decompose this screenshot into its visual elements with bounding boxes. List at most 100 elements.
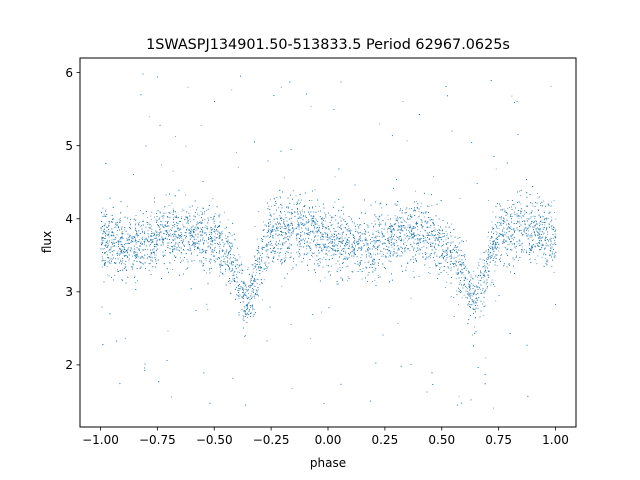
data-point xyxy=(235,265,236,267)
data-point xyxy=(409,213,411,215)
data-point xyxy=(346,256,348,258)
data-point xyxy=(345,258,347,260)
data-point xyxy=(102,238,104,239)
data-point xyxy=(268,205,270,207)
data-point xyxy=(494,246,496,247)
data-point xyxy=(298,225,300,226)
data-point xyxy=(322,221,324,223)
data-point xyxy=(492,407,494,409)
data-point xyxy=(358,242,360,244)
data-point xyxy=(361,240,363,242)
data-point xyxy=(533,226,535,228)
data-point xyxy=(508,244,510,245)
data-point xyxy=(250,307,252,308)
data-point xyxy=(482,288,484,290)
data-point xyxy=(123,229,125,231)
data-point xyxy=(486,272,487,273)
data-point xyxy=(172,170,174,172)
data-point xyxy=(117,230,119,231)
data-point xyxy=(519,190,520,192)
data-point xyxy=(183,210,185,211)
data-point xyxy=(300,223,302,225)
data-point xyxy=(272,256,274,258)
data-point xyxy=(404,221,406,222)
data-point xyxy=(244,288,246,290)
data-point xyxy=(544,257,546,259)
data-point xyxy=(458,249,459,251)
data-point xyxy=(318,265,320,267)
data-point xyxy=(345,244,347,246)
data-point xyxy=(387,238,389,239)
data-point xyxy=(490,254,492,256)
data-point xyxy=(257,257,259,259)
data-point xyxy=(374,240,375,242)
data-point xyxy=(391,236,393,237)
data-point xyxy=(502,231,504,232)
data-point xyxy=(223,211,225,213)
data-point xyxy=(136,242,138,244)
data-point xyxy=(524,210,526,211)
data-point xyxy=(489,240,491,241)
data-point xyxy=(193,260,195,261)
data-point xyxy=(128,258,130,260)
data-point xyxy=(485,357,487,359)
data-point xyxy=(119,217,121,219)
data-point xyxy=(416,221,418,223)
data-point xyxy=(240,286,242,288)
data-point xyxy=(467,291,469,293)
data-point xyxy=(101,239,103,241)
data-point xyxy=(241,264,243,265)
data-point xyxy=(545,237,547,238)
data-point xyxy=(133,260,135,262)
data-point xyxy=(247,267,249,269)
data-point xyxy=(219,275,221,277)
data-point xyxy=(266,266,267,268)
data-point xyxy=(130,250,132,252)
data-point xyxy=(289,236,291,238)
data-point xyxy=(536,227,538,229)
data-point xyxy=(514,237,515,239)
data-point xyxy=(369,248,370,250)
data-point xyxy=(112,218,114,219)
data-point xyxy=(410,297,412,299)
data-point xyxy=(396,235,398,237)
data-point xyxy=(483,264,485,266)
data-point xyxy=(263,221,265,223)
data-point xyxy=(519,222,521,224)
data-point xyxy=(305,227,307,229)
data-point xyxy=(239,269,241,271)
data-point xyxy=(179,229,181,230)
data-point xyxy=(206,272,207,274)
data-point xyxy=(181,216,183,218)
data-point xyxy=(321,236,323,238)
data-point xyxy=(329,230,331,232)
data-point xyxy=(102,259,104,261)
data-point xyxy=(367,226,369,228)
data-point xyxy=(175,234,177,236)
data-point xyxy=(135,282,136,284)
data-point xyxy=(407,226,409,228)
data-point xyxy=(496,232,498,234)
data-point xyxy=(401,240,403,242)
data-point xyxy=(171,202,173,204)
data-point xyxy=(111,239,113,241)
data-point xyxy=(190,228,192,230)
data-point xyxy=(173,217,174,219)
data-point xyxy=(303,232,305,234)
data-point xyxy=(424,259,426,260)
data-point xyxy=(200,231,201,232)
data-point xyxy=(188,220,189,221)
data-point xyxy=(156,241,157,243)
data-point xyxy=(132,255,134,257)
data-point xyxy=(223,250,224,252)
data-point xyxy=(511,206,512,208)
data-point xyxy=(381,236,383,238)
data-point xyxy=(541,257,543,258)
data-point xyxy=(495,168,497,170)
data-point xyxy=(172,208,174,210)
data-point xyxy=(288,239,290,241)
data-point xyxy=(252,271,254,273)
data-point xyxy=(198,214,200,216)
data-point xyxy=(524,222,526,224)
data-point xyxy=(186,229,187,231)
